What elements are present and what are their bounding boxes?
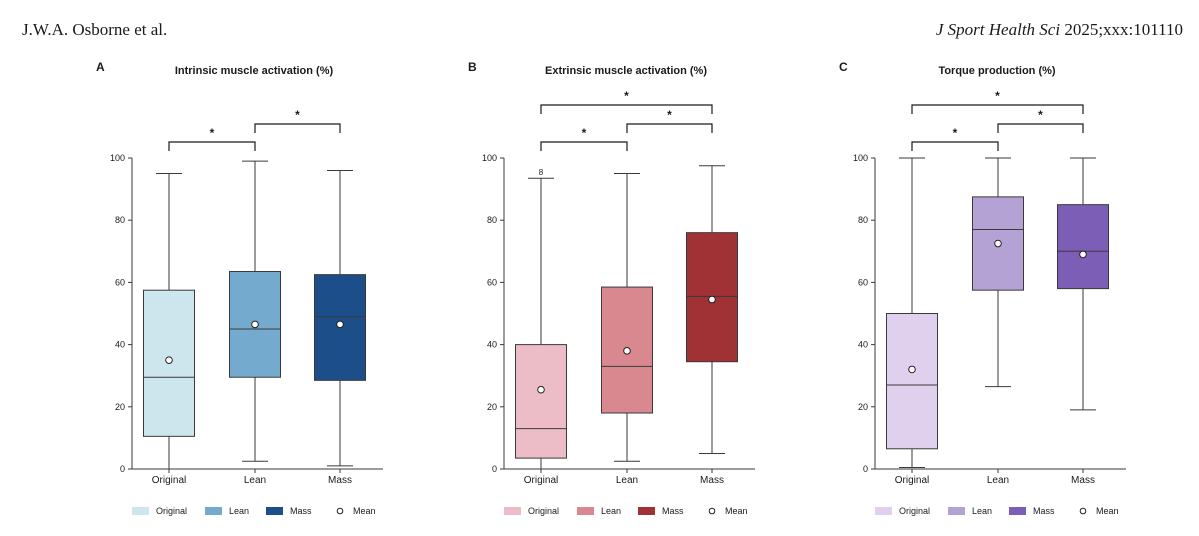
significance-bracket xyxy=(540,141,628,151)
legend-label-mean: Mean xyxy=(1096,506,1119,516)
significance-bracket xyxy=(254,123,341,133)
running-header-authors: J.W.A. Osborne et al. xyxy=(22,20,167,40)
legend-label: Mass xyxy=(290,506,312,516)
x-tick-label: Lean xyxy=(616,475,638,486)
legend-mean-marker xyxy=(336,507,344,515)
legend-swatch xyxy=(577,507,594,515)
significance-star: * xyxy=(953,126,958,140)
legend-swatch xyxy=(1009,507,1026,515)
legend-mean-marker xyxy=(708,507,716,515)
y-tick-label: 20 xyxy=(115,402,125,412)
panel-b: B Extrinsic muscle activation (%) 0 20 40 60 8… xyxy=(468,60,755,516)
mean-marker xyxy=(537,385,545,394)
legend-label: Lean xyxy=(601,506,621,516)
y-tick-label: 20 xyxy=(858,402,868,412)
legend-label: Lean xyxy=(972,506,992,516)
legend-label: Lean xyxy=(229,506,249,516)
box-original xyxy=(886,313,938,450)
citation-text: 2025;xxx:101110 xyxy=(1064,20,1183,39)
legend-swatch xyxy=(132,507,149,515)
legend-swatch xyxy=(504,507,521,515)
significance-star: * xyxy=(295,108,300,122)
x-tick-label: Original xyxy=(895,475,929,486)
box-mass xyxy=(1057,204,1109,290)
y-tick-label: 0 xyxy=(492,464,497,474)
running-header-citation: J Sport Health Sci 2025;xxx:101110 xyxy=(936,20,1183,40)
y-tick-label: 80 xyxy=(115,215,125,225)
mean-marker xyxy=(908,365,916,374)
y-tick-label: 100 xyxy=(482,153,497,163)
legend-swatch xyxy=(948,507,965,515)
panel-letter: C xyxy=(839,60,848,74)
legend: Original Lean Mass Mean xyxy=(875,506,1119,516)
significance-star: * xyxy=(582,126,587,140)
legend: Original Lean Mass Mean xyxy=(504,506,748,516)
x-tick-label: Mass xyxy=(328,475,352,486)
y-tick-label: 100 xyxy=(110,153,125,163)
authors-text: J.W.A. Osborne et al. xyxy=(22,20,168,39)
legend-swatch xyxy=(638,507,655,515)
x-tick-label: Lean xyxy=(987,475,1009,486)
legend-label: Mass xyxy=(662,506,684,516)
legend: Original Lean Mass Mean xyxy=(132,506,376,516)
mean-marker xyxy=(1079,250,1087,259)
panel-letter: B xyxy=(468,60,477,74)
y-tick-label: 20 xyxy=(487,402,497,412)
significance-star: * xyxy=(1038,108,1043,122)
legend-label: Mass xyxy=(1033,506,1055,516)
significance-bracket xyxy=(911,104,1084,114)
mean-marker xyxy=(165,356,173,364)
mean-marker xyxy=(623,347,631,355)
significance-bracket xyxy=(626,123,713,133)
y-tick-label: 60 xyxy=(487,277,497,287)
significance-bracket xyxy=(168,141,256,151)
y-tick-label: 100 xyxy=(853,153,868,163)
panel-a: A Intrinsic muscle activation (%) 0 20 40 60 8… xyxy=(96,60,383,516)
legend-label: Original xyxy=(156,506,187,516)
legend-label-mean: Mean xyxy=(353,506,376,516)
legend-label-mean: Mean xyxy=(725,506,748,516)
mean-marker xyxy=(336,320,344,329)
legend-label: Original xyxy=(528,506,559,516)
mean-marker xyxy=(708,295,716,304)
mean-marker xyxy=(994,239,1002,248)
journal-name: J Sport Health Sci xyxy=(935,20,1061,39)
y-tick-label: 0 xyxy=(120,464,125,474)
y-tick-label: 80 xyxy=(858,215,868,225)
y-tick-label: 40 xyxy=(858,340,868,350)
y-tick-label: 40 xyxy=(115,340,125,350)
legend-mean-marker xyxy=(1079,507,1087,515)
x-tick-label: Mass xyxy=(1071,475,1095,486)
legend-label: Original xyxy=(899,506,930,516)
x-tick-label: Original xyxy=(152,475,186,486)
legend-swatch xyxy=(875,507,892,515)
legend-swatch xyxy=(205,507,222,515)
significance-star: * xyxy=(667,108,672,122)
legend-swatch xyxy=(266,507,283,515)
significance-star: * xyxy=(995,89,1000,103)
significance-star: * xyxy=(624,89,629,103)
significance-bracket xyxy=(997,123,1084,133)
mean-marker xyxy=(251,320,259,329)
significance-star: * xyxy=(210,126,215,140)
x-tick-label: Lean xyxy=(244,475,266,486)
y-tick-label: 40 xyxy=(487,340,497,350)
significance-bracket xyxy=(540,104,713,114)
x-tick-label: Mass xyxy=(700,475,724,486)
y-tick-label: 60 xyxy=(858,277,868,287)
x-tick-label: Original xyxy=(524,475,558,486)
outlier-label: 8 xyxy=(539,168,544,177)
significance-bracket xyxy=(911,141,999,151)
panel-title: Intrinsic muscle activation (%) xyxy=(175,65,334,77)
box-original xyxy=(515,344,567,459)
panel-title: Torque production (%) xyxy=(938,65,1055,77)
y-tick-label: 60 xyxy=(115,277,125,287)
y-tick-label: 80 xyxy=(487,215,497,225)
y-tick-label: 0 xyxy=(863,464,868,474)
panel-title: Extrinsic muscle activation (%) xyxy=(545,65,707,77)
panel-letter: A xyxy=(96,60,105,74)
panel-c: C Torque production (%) 0 20 40 60 80 100 Origin… xyxy=(839,60,1126,516)
